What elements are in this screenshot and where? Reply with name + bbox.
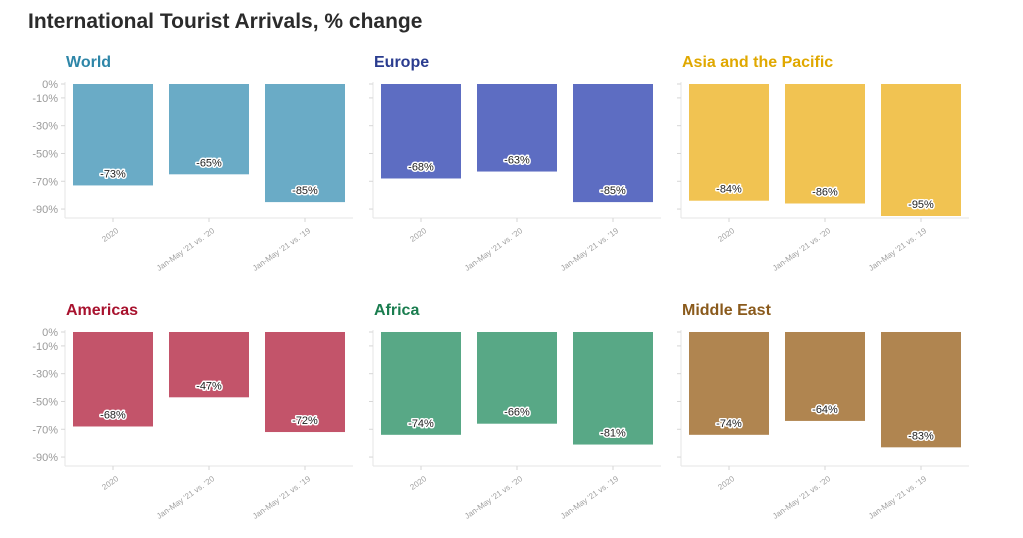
- x-tick-label: Jan-May '21 vs. '19: [559, 474, 621, 521]
- data-label: -85%: [292, 185, 318, 197]
- bar-jan-may-21-vs-19: [265, 84, 345, 203]
- y-tick-label: -70%: [32, 176, 58, 188]
- panel-title-asia-pacific: Asia and the Pacific: [682, 54, 834, 71]
- x-tick-label: Jan-May '21 vs. '20: [155, 474, 217, 521]
- data-label: -68%: [100, 409, 126, 421]
- x-tick-label: 2020: [716, 226, 736, 244]
- x-tick-label: Jan-May '21 vs. '20: [771, 226, 833, 273]
- chart-asia-pacific: -84% 2020 -86% Jan-May '21 vs. '20 -95% Jan-M…: [677, 82, 969, 273]
- bar-jan-may-21-vs-20: [477, 332, 557, 424]
- data-label: -81%: [600, 428, 626, 440]
- bar-jan-may-21-vs-19: [881, 332, 961, 448]
- panel-title-middle-east: Middle East: [682, 302, 771, 319]
- data-label: -64%: [812, 404, 838, 416]
- x-tick-label: 2020: [716, 474, 736, 492]
- y-tick-label: 0%: [42, 79, 58, 91]
- bar-2020: [689, 332, 769, 435]
- data-label: -63%: [504, 155, 530, 167]
- bar-jan-may-21-vs-19: [265, 332, 345, 433]
- bar-2020: [73, 84, 153, 186]
- bar-2020: [689, 84, 769, 201]
- data-label: -65%: [196, 157, 222, 169]
- x-tick-label: Jan-May '21 vs. '19: [251, 474, 313, 521]
- chart-europe: -68% 2020 -63% Jan-May '21 vs. '20 -85% Jan-M…: [369, 82, 661, 273]
- data-label: -83%: [908, 430, 934, 442]
- chart-world: 0% -10% -30% -50% -70% -90% -73% 2020 -65% Jan-Ma…: [32, 79, 353, 273]
- x-tick-label: Jan-May '21 vs. '20: [463, 226, 525, 273]
- bar-jan-may-21-vs-19: [573, 332, 653, 445]
- data-label: -84%: [716, 184, 742, 196]
- data-label: -95%: [908, 199, 934, 211]
- x-tick-label: 2020: [100, 226, 120, 244]
- page-title: International Tourist Arrivals, % change: [28, 10, 423, 33]
- y-tick-label: -30%: [32, 369, 58, 381]
- y-tick-label: -90%: [32, 204, 58, 216]
- bar-jan-may-21-vs-20: [169, 332, 249, 398]
- x-tick-label: Jan-May '21 vs. '20: [771, 474, 833, 521]
- chart-americas: 0% -10% -30% -50% -70% -90% -68% 2020 -47% Jan-Ma…: [32, 327, 353, 521]
- data-label: -66%: [504, 407, 530, 419]
- bar-jan-may-21-vs-19: [573, 84, 653, 203]
- data-label: -85%: [600, 185, 626, 197]
- panel-title-africa: Africa: [374, 302, 420, 319]
- data-label: -74%: [716, 418, 742, 430]
- chart-africa: -74% 2020 -66% Jan-May '21 vs. '20 -81% Jan-M…: [369, 330, 661, 521]
- chart-middle-east: -74% 2020 -64% Jan-May '21 vs. '20 -83% Jan-M…: [677, 330, 969, 521]
- y-tick-label: -50%: [32, 396, 58, 408]
- y-tick-label: -70%: [32, 424, 58, 436]
- x-tick-label: 2020: [408, 474, 428, 492]
- data-label: -47%: [196, 380, 222, 392]
- bar-2020: [381, 332, 461, 435]
- data-label: -68%: [408, 161, 434, 173]
- x-tick-label: 2020: [408, 226, 428, 244]
- panel-title-americas: Americas: [66, 302, 139, 319]
- x-tick-label: Jan-May '21 vs. '19: [867, 226, 929, 273]
- bar-jan-may-21-vs-19: [881, 84, 961, 216]
- y-tick-label: -30%: [32, 121, 58, 133]
- data-label: -72%: [292, 415, 318, 427]
- bar-2020: [73, 332, 153, 427]
- bar-jan-may-21-vs-20: [785, 332, 865, 421]
- y-tick-label: 0%: [42, 327, 58, 339]
- bar-jan-may-21-vs-20: [785, 84, 865, 204]
- bar-jan-may-21-vs-20: [169, 84, 249, 175]
- y-tick-label: -10%: [32, 93, 58, 105]
- y-tick-label: -50%: [32, 148, 58, 160]
- bar-2020: [381, 84, 461, 179]
- bar-jan-may-21-vs-20: [477, 84, 557, 172]
- data-label: -74%: [408, 418, 434, 430]
- x-tick-label: Jan-May '21 vs. '19: [559, 226, 621, 273]
- y-tick-label: -10%: [32, 341, 58, 353]
- x-tick-label: Jan-May '21 vs. '20: [155, 226, 217, 273]
- x-tick-label: Jan-May '21 vs. '20: [463, 474, 525, 521]
- panel-title-europe: Europe: [374, 54, 430, 71]
- x-tick-label: Jan-May '21 vs. '19: [867, 474, 929, 521]
- x-tick-label: 2020: [100, 474, 120, 492]
- panel-title-world: World: [66, 54, 112, 71]
- x-tick-label: Jan-May '21 vs. '19: [251, 226, 313, 273]
- data-label: -73%: [100, 168, 126, 180]
- y-tick-label: -90%: [32, 452, 58, 464]
- data-label: -86%: [812, 186, 838, 198]
